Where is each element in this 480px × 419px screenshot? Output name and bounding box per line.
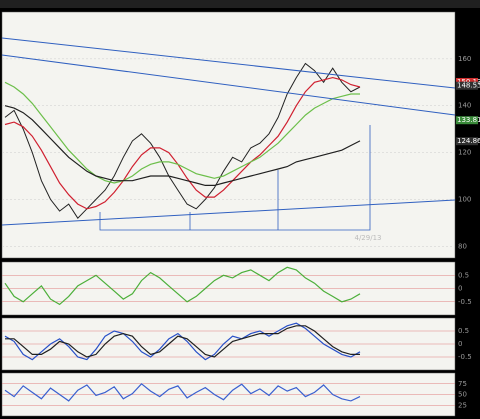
price-label-box xyxy=(456,81,478,90)
y-tick-label: 0 xyxy=(458,340,462,348)
series-line xyxy=(5,325,360,358)
y-tick-label: 0 xyxy=(458,285,462,293)
y-tick-label: -0.5 xyxy=(458,298,472,306)
series-line xyxy=(4,382,361,402)
price-label: 148.53 xyxy=(457,82,480,90)
series-line xyxy=(4,81,360,184)
y-tick-label: 140 xyxy=(458,102,471,110)
price-label: 133.81 xyxy=(457,116,480,124)
trend-line xyxy=(1,54,456,116)
y-tick-label: 120 xyxy=(458,149,471,157)
y-tick-label: -0.5 xyxy=(458,353,472,361)
price-label-box xyxy=(456,116,478,125)
trend-line xyxy=(1,37,456,89)
y-tick-label: 100 xyxy=(458,195,471,203)
series-line xyxy=(4,105,361,186)
y-tick-label: 0.5 xyxy=(458,271,469,279)
y-tick-label: 50 xyxy=(458,391,467,399)
y-tick-label: 0.5 xyxy=(458,327,469,335)
series-line xyxy=(4,76,361,210)
y-tick-label: 25 xyxy=(458,401,467,409)
y-tick-label: 160 xyxy=(458,55,471,63)
trend-line xyxy=(1,199,456,226)
y-tick-label: 80 xyxy=(458,242,467,250)
measure-line xyxy=(99,125,371,231)
price-label-box xyxy=(456,137,478,146)
annotation: 4/29/13 xyxy=(355,234,382,242)
price-label: 124.86 xyxy=(457,137,480,145)
y-tick-label: 75 xyxy=(458,380,467,388)
series-line xyxy=(4,266,361,306)
toolbar xyxy=(0,0,480,8)
